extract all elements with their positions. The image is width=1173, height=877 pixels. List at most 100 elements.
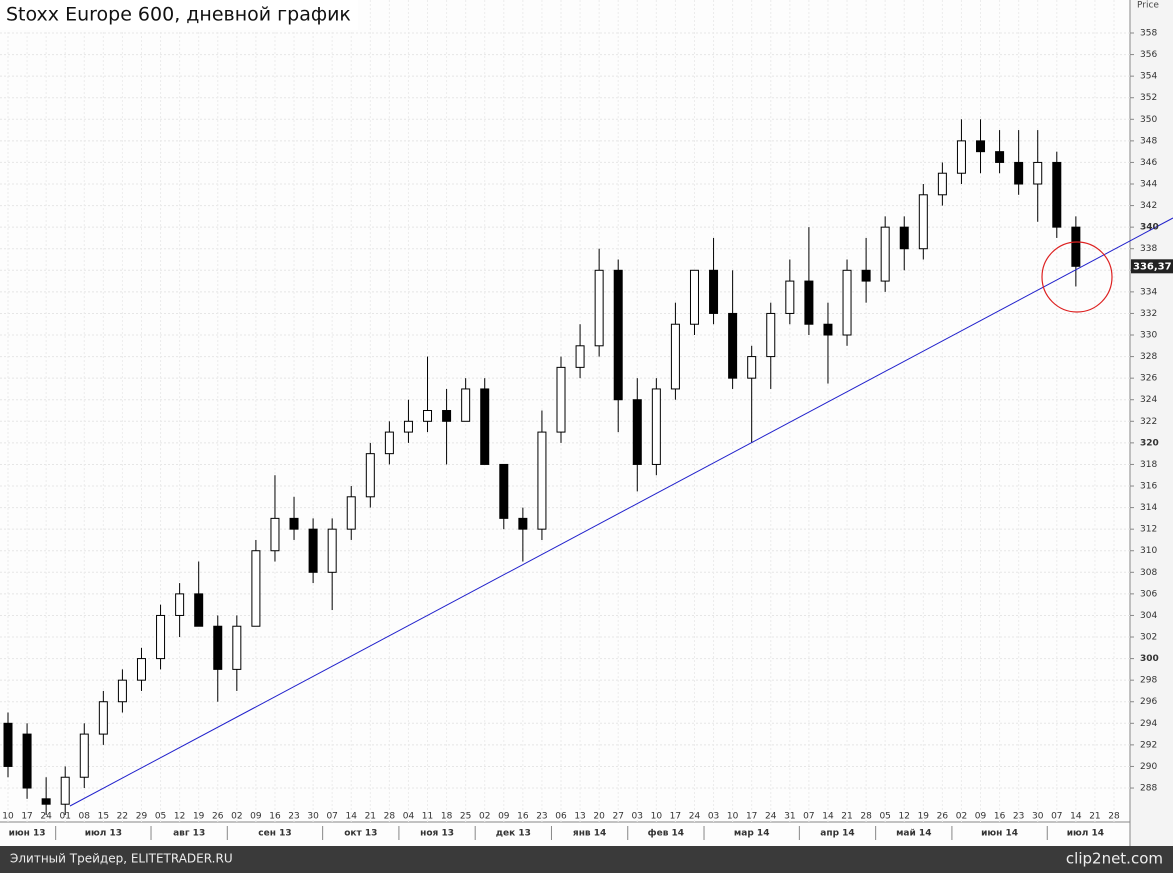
x-tick-label: 14 [346,812,358,822]
candle-body [1033,161,1043,185]
y-tick-label: 318 [1140,460,1157,470]
x-tick-label: 09 [498,812,510,822]
candle-body [175,593,185,616]
candle-body [1052,161,1062,228]
candle-body [995,151,1005,163]
x-tick-label: 21 [365,812,376,822]
month-label: май 14 [896,829,931,839]
candle-body [403,420,413,433]
candle-body [308,528,318,573]
footer-left: Элитный Трейдер, ELITETRADER.RU [10,852,233,866]
x-tick-label: 28 [384,812,396,822]
month-label: ноя 13 [420,829,454,839]
candle-body [423,410,433,422]
candle-body [41,798,51,805]
candle-body [670,323,680,390]
x-tick-label: 16 [994,812,1006,822]
x-tick-label: 26 [937,812,949,822]
candle-body [518,517,528,530]
candle-body [79,733,89,778]
month-label: июл 13 [85,829,122,839]
candle-body [709,269,719,314]
y-tick-label: 300 [1140,654,1159,664]
x-tick-label: 17 [21,812,32,822]
candle-body [251,550,261,627]
x-tick-label: 04 [403,812,415,822]
candle-body [613,269,623,401]
x-tick-label: 19 [193,812,205,822]
x-tick-label: 14 [1070,812,1082,822]
x-tick-label: 18 [441,812,453,822]
last-price-label: 336,37 [1133,261,1172,272]
month-label: авг 13 [173,829,205,839]
axis-bg [1130,0,1173,846]
x-tick-label: 12 [174,812,185,822]
x-tick-label: 09 [975,812,987,822]
candle-body [899,226,909,250]
x-tick-label: 16 [269,812,281,822]
month-label: мар 14 [734,829,770,839]
month-label: дек 13 [496,829,531,839]
month-label: апр 14 [820,829,854,839]
y-tick-label: 346 [1140,158,1157,168]
x-tick-label: 30 [1032,812,1044,822]
y-tick-label: 302 [1140,633,1157,643]
candle-body [766,312,776,358]
last-price-box [1131,259,1173,274]
candle-body [1014,161,1024,185]
candle-body [823,323,833,336]
x-tick-label: 23 [536,812,547,822]
candle-body [880,226,890,282]
x-tick-label: 24 [689,812,701,822]
y-tick-label: 326 [1140,374,1157,384]
x-tick-label: 17 [746,812,757,822]
candle-body [804,280,814,325]
x-tick-label: 15 [98,812,109,822]
y-tick-label: 290 [1140,762,1157,772]
candle-body [327,528,337,573]
candle-body [537,431,547,530]
candle-body [956,140,966,174]
y-tick-label: 314 [1140,503,1157,513]
x-tick-label: 10 [727,812,739,822]
candle-body [136,658,146,681]
candle-body [60,776,70,805]
month-label: янв 14 [573,829,606,839]
x-tick-label: 06 [555,812,567,822]
x-tick-label: 01 [59,812,70,822]
y-tick-label: 334 [1140,287,1157,297]
candle-body [194,593,204,627]
x-tick-label: 05 [155,812,166,822]
highlight-circle [1041,241,1113,313]
title-bg [0,0,358,30]
footer-right: clip2net.com [1066,850,1163,868]
x-tick-label: 25 [460,812,471,822]
x-tick-label: 31 [784,812,795,822]
y-tick-label: 344 [1140,180,1157,190]
candle-body [728,312,738,379]
candle-body [3,722,13,767]
candle-body [499,463,509,519]
y-tick-label: 316 [1140,482,1157,492]
y-tick-label: 288 [1140,784,1157,794]
candle-body [861,269,871,282]
candle-body [785,280,795,314]
candle-body [976,140,986,153]
y-tick-label: 356 [1140,50,1157,60]
candle-body [1071,226,1081,267]
x-tick-label: 03 [708,812,719,822]
x-tick-label: 02 [956,812,967,822]
candle-body [289,517,299,530]
x-tick-label: 24 [765,812,777,822]
x-tick-label: 30 [307,812,319,822]
y-tick-label: 332 [1140,309,1157,319]
y-tick-label: 342 [1140,201,1157,211]
candle-body [213,625,223,670]
month-label: фев 14 [648,829,684,839]
y-tick-label: 308 [1140,568,1157,578]
y-tick-label: 298 [1140,676,1157,686]
x-tick-label: 09 [250,812,262,822]
x-tick-label: 24 [40,812,52,822]
y-tick-label: 354 [1140,72,1157,82]
x-tick-label: 21 [841,812,852,822]
